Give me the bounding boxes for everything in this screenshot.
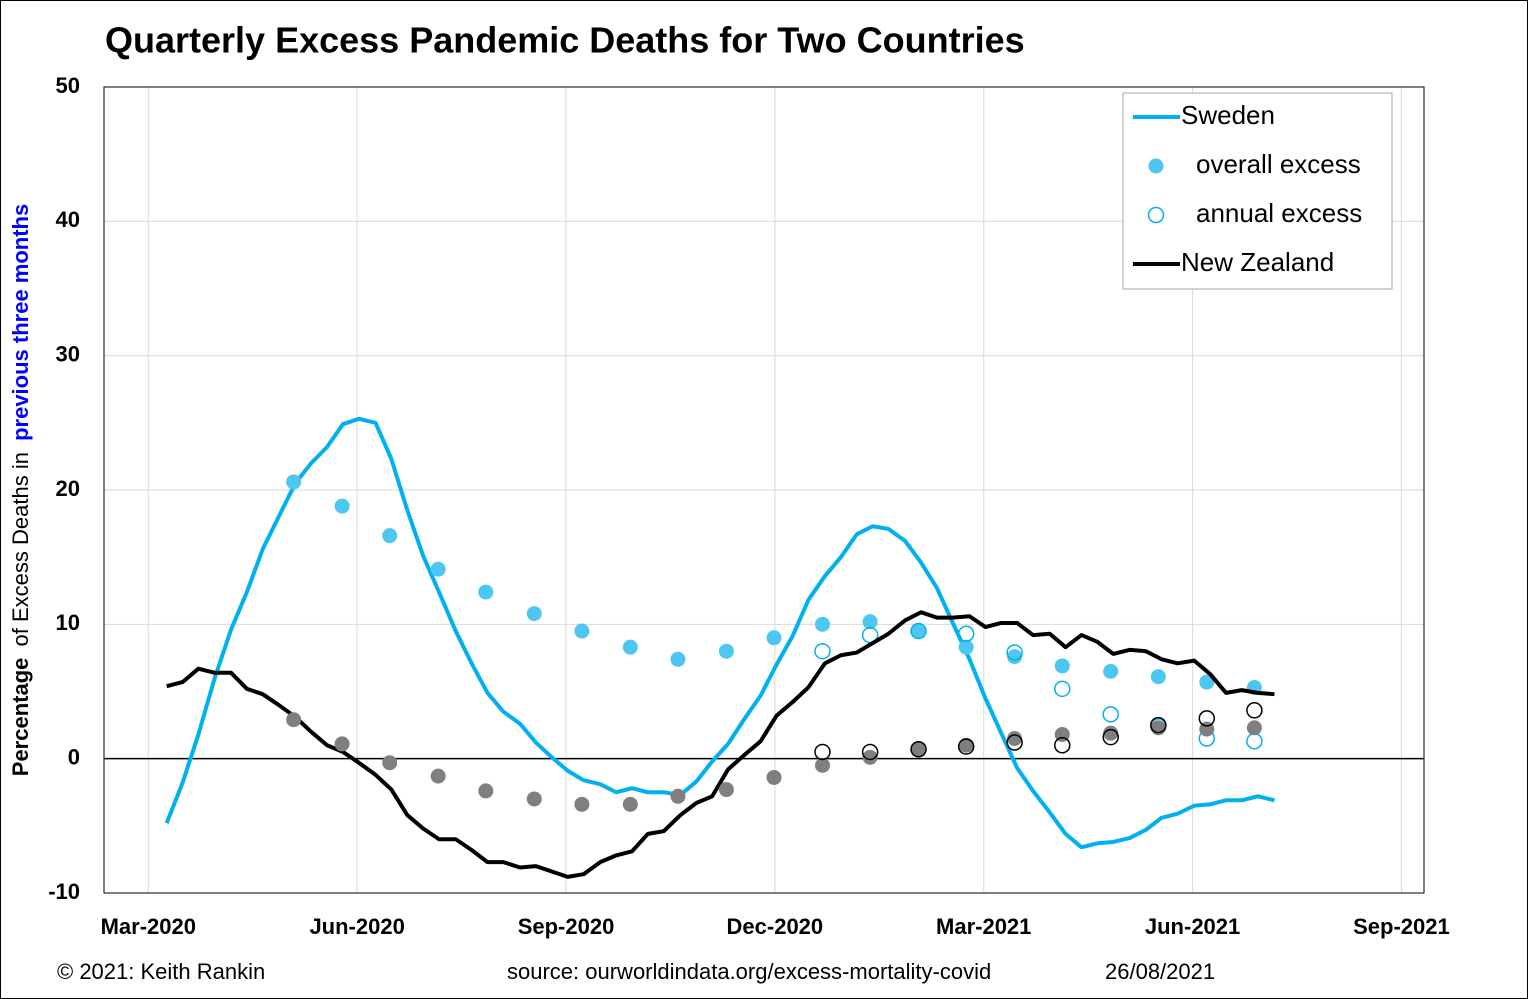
data-point — [718, 643, 734, 659]
y-label-part: of Excess Deaths in — [8, 452, 33, 646]
data-point — [911, 623, 927, 639]
y-tick-label: 10 — [56, 610, 80, 635]
data-point — [382, 755, 398, 771]
x-tick-label: Mar-2020 — [101, 914, 196, 939]
data-point — [814, 616, 830, 632]
footnote: 26/08/2021 — [1105, 959, 1215, 984]
data-point — [1246, 702, 1263, 719]
data-point — [862, 614, 878, 630]
legend: Sweden overall excess annual excess New Zea… — [1122, 92, 1393, 290]
legend-box — [1122, 92, 1393, 290]
data-point — [574, 623, 590, 639]
x-tick-label: Dec-2020 — [727, 914, 824, 939]
data-point — [286, 474, 302, 490]
data-point — [1054, 736, 1071, 754]
data-point — [1150, 669, 1166, 685]
data-point — [861, 743, 879, 761]
data-point — [1007, 649, 1023, 665]
data-point — [1054, 680, 1071, 698]
y-tick-label: 50 — [56, 73, 80, 98]
data-point — [910, 741, 927, 758]
data-point — [1246, 720, 1262, 736]
data-point — [1150, 716, 1167, 734]
data-point — [334, 736, 350, 752]
data-point — [1198, 710, 1216, 727]
data-point — [1006, 734, 1023, 751]
plot-border — [103, 86, 1425, 894]
y-axis-label: Percentage of Excess Deaths in previous … — [8, 204, 33, 776]
data-point — [430, 561, 446, 577]
x-tick-label: Jun-2020 — [309, 914, 404, 939]
x-tick-label: Mar-2021 — [936, 914, 1031, 939]
data-point — [622, 639, 638, 655]
data-point — [1199, 674, 1215, 690]
data-point — [814, 757, 830, 773]
legend-label: New Zealand — [1181, 247, 1334, 277]
x-tick-label: Jun-2021 — [1145, 914, 1240, 939]
series-line — [166, 610, 1275, 879]
footnote: © 2021: Keith Rankin — [57, 959, 265, 984]
y-label-part: Percentage — [8, 658, 33, 777]
data-point — [862, 749, 878, 765]
data-point — [910, 622, 927, 640]
data-point — [957, 625, 975, 642]
y-tick-label: -10 — [48, 879, 80, 904]
data-point — [814, 642, 831, 660]
data-point — [1007, 731, 1023, 747]
series-line — [164, 416, 1275, 850]
y-tick-label: 40 — [56, 207, 80, 232]
data-point — [1103, 663, 1119, 679]
footnote: source: ourworldindata.org/excess-mortal… — [507, 959, 991, 984]
data-point — [1102, 728, 1119, 746]
data-point — [957, 738, 975, 755]
data-point — [382, 528, 398, 544]
data-point — [286, 712, 302, 728]
y-tick-label: 30 — [56, 341, 80, 366]
legend-label: Sweden — [1181, 100, 1275, 130]
y-label-part: previous three months — [8, 204, 33, 441]
data-point — [1006, 644, 1023, 661]
data-point — [911, 741, 927, 757]
data-point — [766, 630, 782, 646]
legend-label: annual excess — [1196, 198, 1362, 228]
y-tick-label: 0 — [68, 744, 80, 769]
data-point — [766, 769, 782, 785]
data-point — [1054, 658, 1070, 674]
data-point — [478, 783, 494, 799]
data-point — [334, 498, 350, 514]
data-point — [1102, 706, 1119, 723]
data-point — [670, 651, 686, 667]
legend-swatch — [1148, 158, 1164, 174]
data-point — [958, 737, 974, 753]
data-point — [430, 768, 446, 784]
data-point — [526, 606, 542, 622]
data-point — [958, 639, 974, 655]
legend-label: overall excess — [1196, 149, 1361, 179]
data-point — [574, 796, 590, 812]
data-point — [526, 791, 542, 807]
data-point — [814, 743, 831, 761]
data-point — [622, 796, 638, 812]
y-tick-label: 20 — [56, 476, 80, 501]
data-point — [718, 782, 734, 798]
data-point — [670, 788, 686, 804]
x-tick-label: Sep-2021 — [1353, 914, 1450, 939]
x-tick-label: Sep-2020 — [518, 914, 615, 939]
data-point — [478, 584, 494, 600]
legend-swatch — [1147, 206, 1165, 224]
data-point — [1103, 725, 1119, 741]
chart-title: Quarterly Excess Pandemic Deaths for Two… — [105, 20, 1025, 61]
